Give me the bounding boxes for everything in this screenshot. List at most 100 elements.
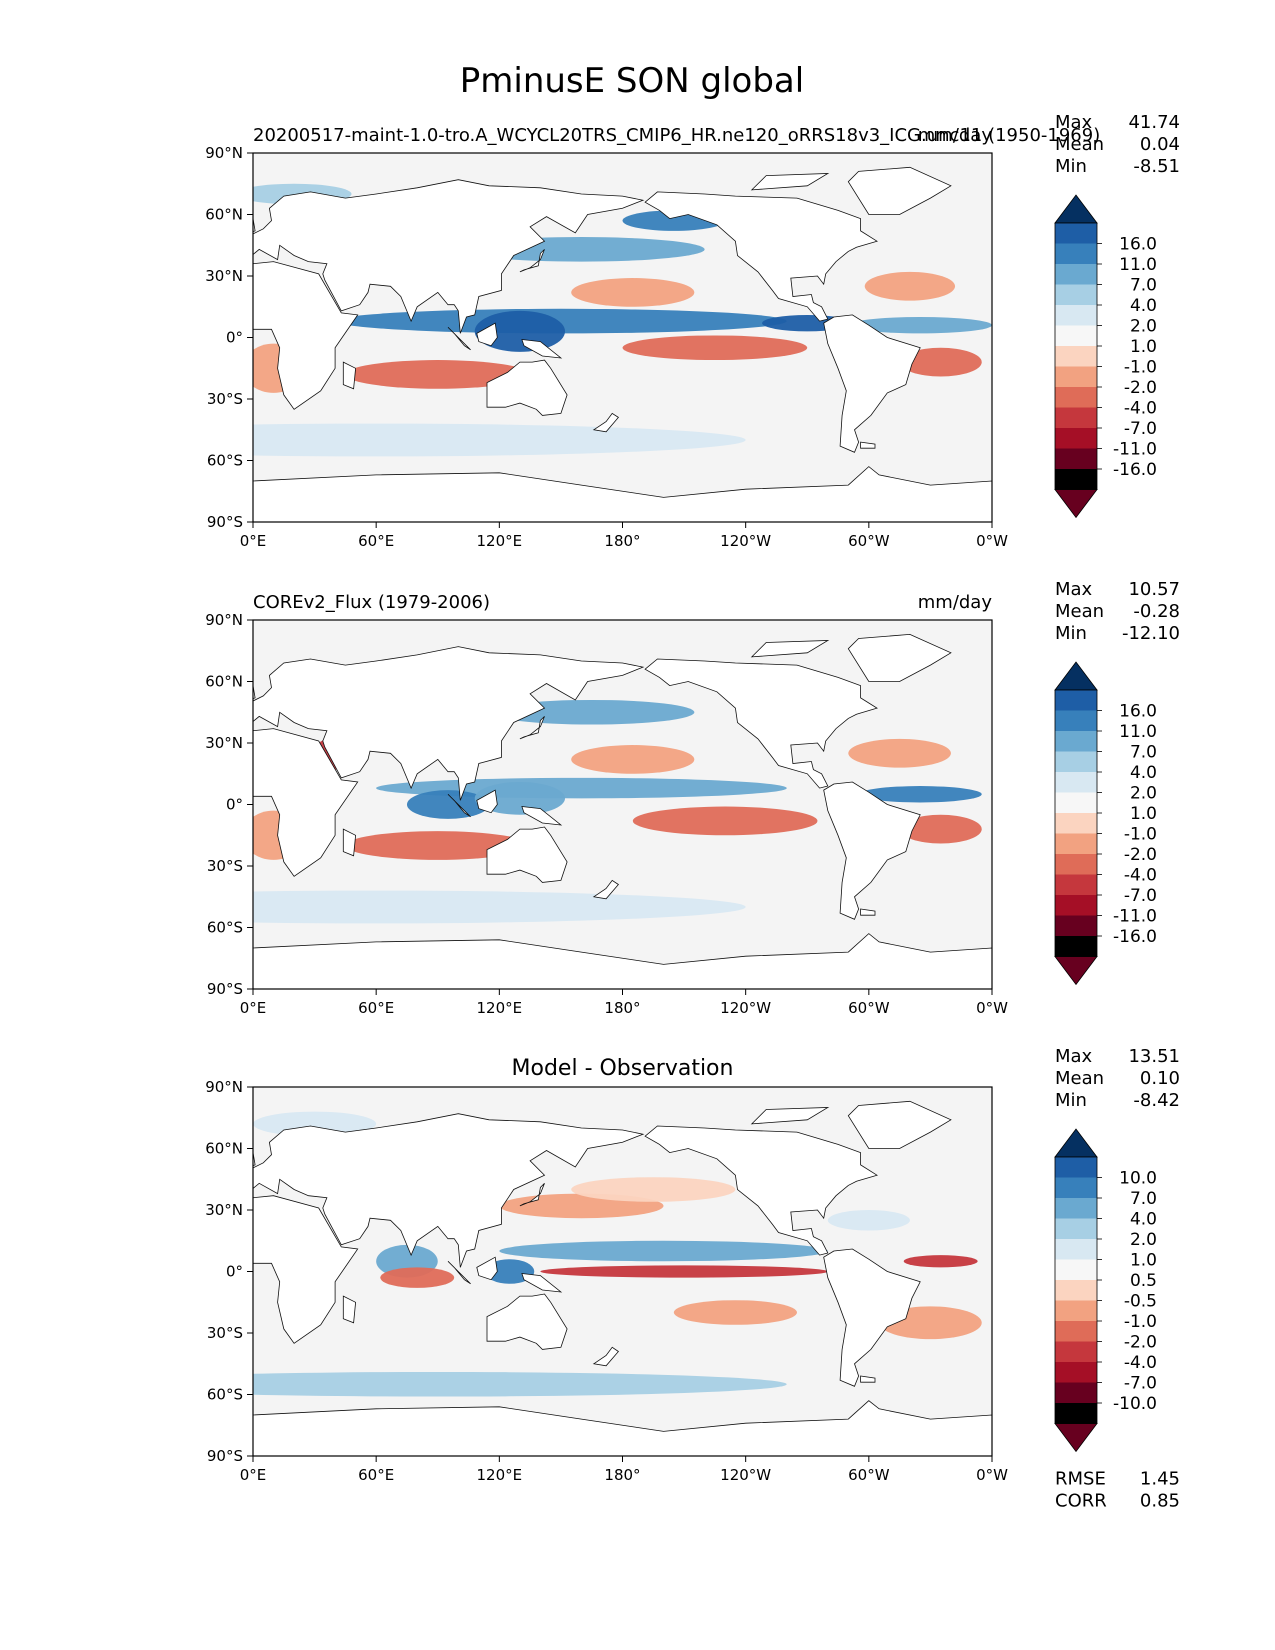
- coastline: [644, 658, 878, 789]
- lat-tick-label: 60°N: [205, 1140, 243, 1158]
- coastline: [521, 1273, 563, 1293]
- colorbar-extend-bottom: [1054, 956, 1098, 986]
- colorbar-label: 7.0: [1130, 743, 1157, 763]
- lat-tick-label: 90°N: [205, 611, 243, 629]
- colorbar-segment: [1055, 772, 1097, 793]
- colorbar-segment: [1055, 813, 1097, 834]
- colorbar-label: 7.0: [1130, 276, 1157, 296]
- colorbar-label: 16.0: [1119, 235, 1157, 255]
- field-region: [673, 1300, 797, 1325]
- lat-tick-label: 0°: [226, 1263, 243, 1281]
- lon-tick-label: 0°E: [240, 532, 267, 550]
- stat-value: 0.10: [1140, 1068, 1180, 1089]
- coastline: [847, 633, 952, 682]
- coastline: [847, 166, 952, 215]
- colorbar-extend-top: [1054, 194, 1098, 224]
- coastline: [253, 1400, 992, 1456]
- coastline: [823, 781, 921, 920]
- colorbar-label: -1.0: [1124, 358, 1157, 378]
- coastline: [860, 908, 876, 916]
- stat-value: -0.28: [1133, 601, 1180, 622]
- extra-stat-label: RMSE: [1055, 1469, 1106, 1490]
- colorbar-label: -2.0: [1124, 1333, 1157, 1353]
- colorbar-segment: [1055, 1362, 1097, 1383]
- colorbar-frame: [1054, 1156, 1098, 1424]
- field-region: [632, 806, 818, 836]
- field-region: [899, 347, 982, 377]
- colorbar-label: -16.0: [1113, 460, 1157, 480]
- coastline: [750, 173, 830, 191]
- colorbar-segment: [1055, 305, 1097, 326]
- colorbar-label: -2.0: [1124, 378, 1157, 398]
- lat-tick-label: 30°S: [207, 857, 243, 875]
- colorbar-label: -11.0: [1113, 907, 1157, 927]
- colorbar-segment: [1055, 895, 1097, 916]
- coastline: [519, 716, 545, 740]
- stat-label: Mean: [1055, 601, 1104, 622]
- colorbar-segment: [1055, 243, 1097, 265]
- lon-tick-label: 0°E: [240, 1466, 267, 1484]
- colorbar-segment: [1055, 448, 1097, 470]
- lon-tick-label: 120°W: [720, 532, 771, 550]
- colorbar-segment: [1055, 1382, 1097, 1404]
- coastline: [519, 249, 545, 273]
- field-region: [622, 335, 808, 361]
- stat-value: -8.51: [1133, 156, 1180, 177]
- field-region: [827, 1210, 910, 1231]
- field-region: [571, 745, 695, 774]
- colorbar-segment: [1055, 874, 1097, 896]
- lon-tick-label: 0°W: [976, 999, 1008, 1017]
- coastline: [253, 261, 359, 410]
- colorbar-segment: [1055, 1403, 1097, 1424]
- coastline: [823, 314, 921, 453]
- field-region: [848, 317, 992, 334]
- extra-stat-value: 0.85: [1140, 1491, 1180, 1512]
- coastline: [253, 1113, 645, 1268]
- coastline: [447, 794, 471, 818]
- lon-tick-label: 120°W: [720, 1466, 771, 1484]
- lat-tick-label: 30°S: [207, 1324, 243, 1342]
- coastline: [342, 361, 357, 390]
- colorbar-label: -7.0: [1124, 886, 1157, 906]
- coastline: [823, 1248, 921, 1387]
- colorbar-label: -4.0: [1124, 1353, 1157, 1373]
- colorbar-extend-bottom: [1054, 1423, 1098, 1453]
- extra-stat-label: CORR: [1055, 1491, 1107, 1512]
- colorbar-label: -4.0: [1124, 399, 1157, 419]
- lat-tick-label: 90°S: [207, 1447, 243, 1465]
- panel-title: COREv2_Flux (1979-2006): [253, 592, 490, 613]
- field-region: [540, 1265, 828, 1278]
- land-layer: [253, 633, 992, 989]
- colorbar-segment: [1055, 1157, 1097, 1178]
- colorbar-segment: [1055, 469, 1097, 490]
- coastline: [486, 359, 568, 416]
- field-region: [253, 423, 746, 457]
- lon-tick-label: 60°E: [358, 532, 394, 550]
- colorbar-label: 16.0: [1119, 702, 1157, 722]
- stat-label: Min: [1055, 156, 1087, 177]
- lat-tick-label: 60°S: [207, 919, 243, 937]
- coastline: [476, 322, 498, 347]
- lat-tick-label: 30°S: [207, 390, 243, 408]
- colorbar-label: -1.0: [1124, 1312, 1157, 1332]
- coastline: [847, 1100, 952, 1149]
- colorbar-label: 0.5: [1130, 1271, 1157, 1291]
- colorbar-label: 10.0: [1119, 1169, 1157, 1189]
- lat-tick-label: 90°N: [205, 144, 243, 162]
- colorbar-segment: [1055, 1259, 1097, 1281]
- stat-value: -8.42: [1133, 1090, 1180, 1111]
- colorbar-label: 2.0: [1130, 1230, 1157, 1250]
- colorbar-extend-top: [1054, 1128, 1098, 1158]
- field-region: [345, 831, 531, 860]
- coastline: [253, 179, 645, 334]
- colorbar-label: -7.0: [1124, 1374, 1157, 1394]
- units-label: mm/day: [918, 592, 993, 613]
- field-region: [335, 308, 787, 334]
- coastline: [592, 1346, 619, 1367]
- lat-tick-label: 60°N: [205, 206, 243, 224]
- coastline: [644, 1125, 878, 1256]
- lon-tick-label: 0°E: [240, 999, 267, 1017]
- lon-tick-label: 60°W: [848, 532, 890, 550]
- coastline: [521, 806, 563, 826]
